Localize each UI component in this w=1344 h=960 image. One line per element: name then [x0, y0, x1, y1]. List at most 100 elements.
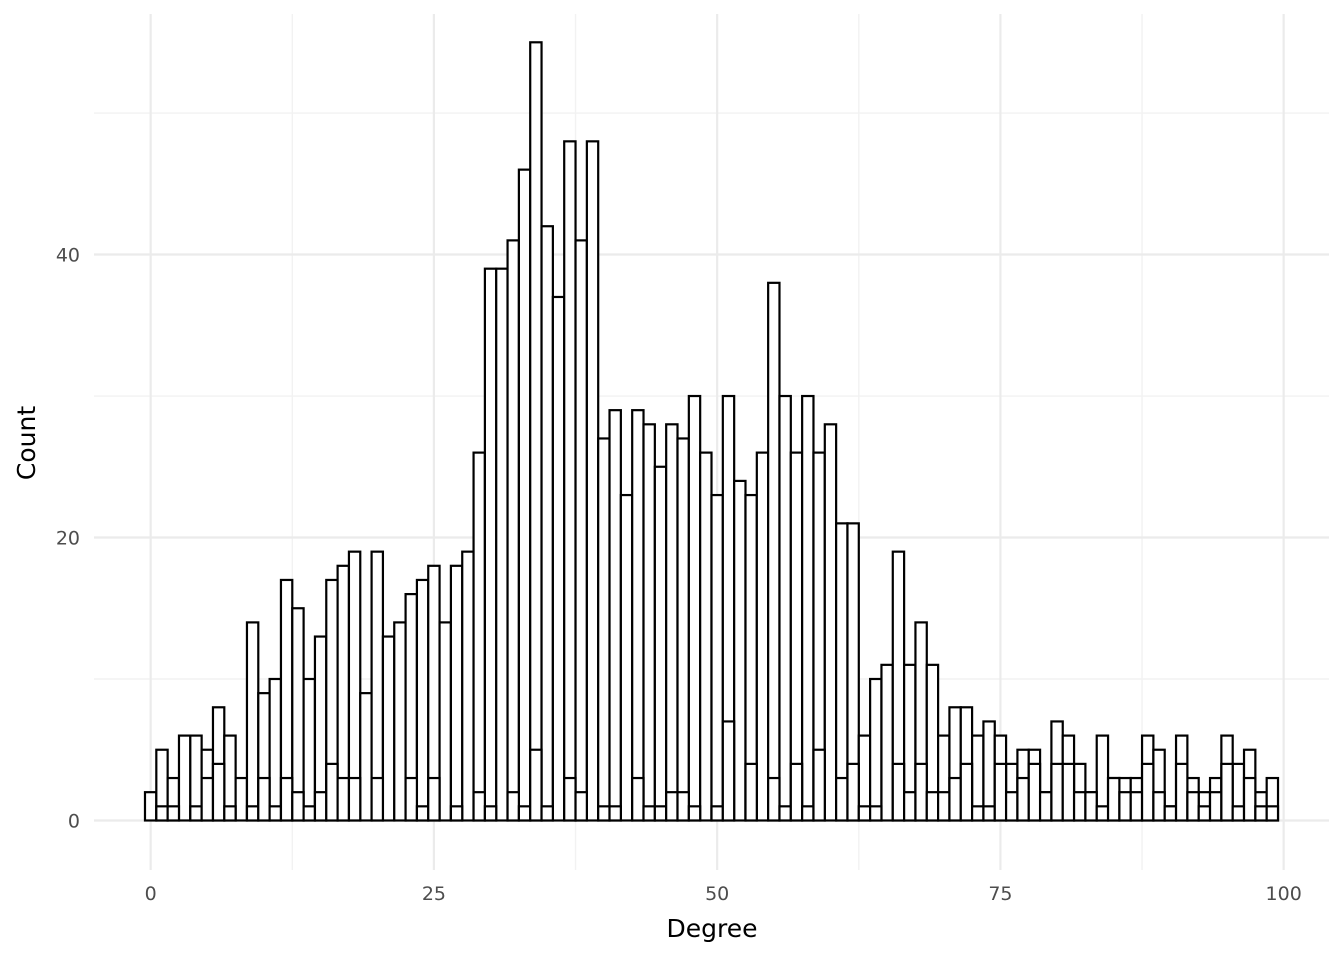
histogram-bar — [676, 791, 690, 822]
histogram-bar — [1038, 791, 1053, 822]
histogram-bar — [982, 805, 996, 822]
histogram-bar — [801, 805, 815, 822]
histogram-bar — [891, 762, 906, 822]
histogram-bar — [812, 748, 826, 822]
histogram-bar — [880, 663, 894, 822]
x-axis-tick-labels: 0 25 50 75 100 — [145, 883, 1302, 905]
histogram-bar — [483, 267, 498, 822]
histogram-bar — [1152, 791, 1166, 822]
histogram-bar — [211, 762, 226, 822]
histogram-bar — [835, 776, 849, 822]
histogram-bar — [653, 465, 668, 822]
histogram-bar — [1050, 762, 1064, 822]
histogram-bar — [970, 805, 985, 822]
histogram-bar — [268, 677, 283, 822]
histogram-bar — [540, 805, 554, 822]
y-axis-title: Count — [12, 406, 41, 480]
histogram-bar — [948, 776, 962, 822]
histogram-bar — [381, 635, 396, 822]
histogram-bar — [835, 522, 849, 822]
histogram-bar — [438, 621, 453, 822]
histogram-bar — [778, 805, 792, 822]
histogram-bar — [291, 607, 305, 822]
histogram-bar — [778, 394, 792, 822]
histogram-bar — [155, 805, 169, 822]
histogram-bar — [699, 451, 713, 822]
histogram-bar — [1016, 776, 1030, 822]
histogram-bar — [517, 805, 532, 822]
histogram-bar — [245, 805, 260, 822]
histogram-bar — [801, 394, 815, 822]
histogram-bar — [642, 805, 656, 822]
histogram-bar — [200, 776, 215, 822]
histogram-bar — [279, 776, 294, 822]
histogram-bar — [574, 791, 588, 822]
histogram-bar — [563, 140, 577, 822]
histogram-bar — [937, 791, 951, 822]
histogram-bar — [563, 776, 577, 822]
histogram-bar — [665, 423, 679, 822]
histogram-bar — [767, 776, 781, 822]
histogram-bar — [789, 762, 804, 822]
histogram-bar — [506, 239, 520, 822]
histogram-bar — [653, 805, 668, 822]
histogram-bar — [1129, 791, 1144, 822]
histogram-bar — [1197, 805, 1212, 822]
histogram-bar — [517, 168, 532, 822]
histogram-bar — [857, 805, 872, 822]
histogram-bar — [1186, 791, 1200, 822]
histogram-bar — [597, 437, 611, 822]
histogram-bar — [755, 451, 770, 822]
histogram-bars-front — [155, 720, 1280, 822]
histogram-bar — [869, 805, 883, 822]
histogram-bar — [925, 791, 940, 822]
histogram-bar — [665, 791, 679, 822]
histogram-bar — [415, 805, 430, 822]
histogram-bar — [529, 41, 543, 822]
x-tick-label: 75 — [988, 883, 1012, 905]
histogram-bar — [166, 805, 181, 822]
histogram-bar — [903, 791, 917, 822]
histogram-bar — [257, 776, 271, 822]
histogram-bar — [223, 805, 237, 822]
histogram-bar — [234, 776, 249, 822]
y-tick-label: 20 — [56, 528, 80, 550]
histogram-bar — [608, 805, 622, 822]
y-tick-label: 0 — [68, 810, 80, 832]
histogram-bar — [869, 677, 883, 822]
histogram-bar — [687, 394, 702, 822]
histogram-bar — [359, 692, 373, 822]
histogram-bar — [325, 762, 339, 822]
x-axis-title: Degree — [667, 914, 758, 943]
histogram-bar — [1254, 805, 1268, 822]
histogram-bar — [347, 776, 362, 822]
x-tick-label: 100 — [1266, 883, 1302, 905]
histogram-bar — [472, 451, 486, 822]
y-axis-tick-labels: 0 20 40 — [56, 245, 80, 833]
histogram-bar — [540, 225, 554, 822]
histogram-bar — [1220, 762, 1234, 822]
histogram-bar — [551, 295, 566, 822]
histogram-bar — [619, 493, 634, 822]
histogram-bar — [302, 805, 317, 822]
histogram-bar — [177, 734, 192, 822]
histogram-bar — [291, 791, 305, 822]
histogram-bar — [574, 239, 588, 822]
histogram-bar — [393, 621, 407, 822]
y-tick-label: 40 — [56, 245, 80, 267]
histogram-bar — [631, 409, 645, 822]
histogram-bar — [1174, 762, 1189, 822]
histogram-bar — [914, 762, 928, 822]
x-tick-label: 50 — [705, 883, 729, 905]
histogram-bar — [1072, 791, 1087, 822]
histogram-bar — [370, 776, 385, 822]
histogram-bar — [1118, 791, 1132, 822]
histogram-bar — [189, 805, 203, 822]
histogram-bar — [1208, 791, 1223, 822]
histogram-bars-back — [143, 41, 1280, 822]
histogram-bar — [608, 409, 622, 822]
histogram-bar — [1163, 805, 1178, 822]
histogram-bar — [1140, 762, 1155, 822]
histogram-bar — [710, 493, 724, 822]
